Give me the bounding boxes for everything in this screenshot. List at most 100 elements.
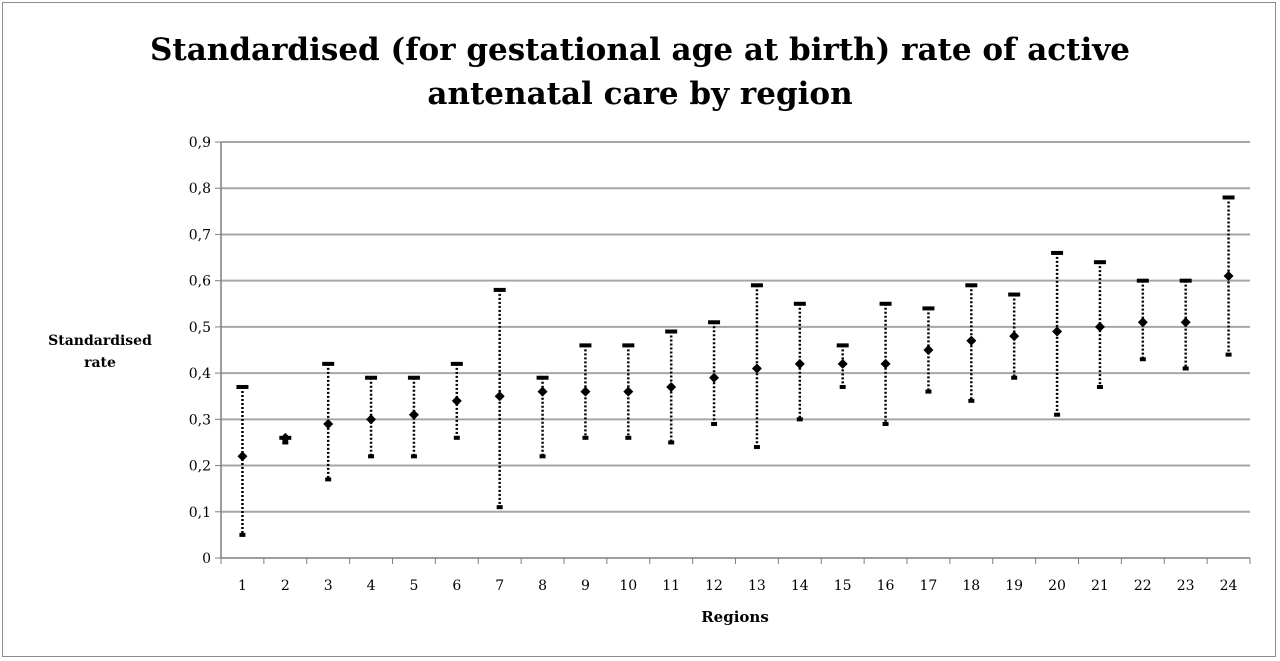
error-cap-upper xyxy=(1008,292,1021,297)
y-axis-label-line-2: rate xyxy=(84,355,116,371)
y-tick-labels: 0 0,1 0,2 0,3 0,4 0,5 0,6 0,7 0,8 0,9 xyxy=(189,135,211,567)
data-point xyxy=(237,451,248,462)
error-cap-lower xyxy=(325,477,332,482)
error-cap-lower xyxy=(410,454,417,459)
error-cap-lower xyxy=(1011,375,1018,380)
error-cap-upper xyxy=(322,361,335,366)
data-point xyxy=(494,391,505,402)
error-cap-upper xyxy=(536,375,549,380)
x-tick-label: 24 xyxy=(1220,578,1238,594)
y-tick-label: 0 xyxy=(202,551,211,567)
grid-layer xyxy=(221,141,1250,513)
x-tick-labels: 1 2 3 4 5 6 7 8 9 10 11 12 13 14 15 16 17 18 19 20 21 22 23 24 xyxy=(238,578,1238,594)
data-point xyxy=(537,386,548,397)
data-point xyxy=(751,363,762,374)
error-cap-upper xyxy=(407,375,420,380)
x-tick-label: 14 xyxy=(791,578,809,594)
error-cap-upper xyxy=(450,361,463,366)
error-cap-upper xyxy=(579,343,592,348)
data-point xyxy=(451,395,462,406)
x-tick-label: 9 xyxy=(581,578,590,594)
error-cap-lower xyxy=(239,532,246,537)
data-point xyxy=(580,386,591,397)
error-cap-upper xyxy=(1051,250,1064,255)
y-tick-label: 0,2 xyxy=(189,459,211,475)
data-point xyxy=(408,409,419,420)
x-tick-label: 22 xyxy=(1134,578,1152,594)
error-bars xyxy=(236,195,1235,537)
error-cap-lower xyxy=(1139,357,1146,362)
data-point xyxy=(966,335,977,346)
y-tick-label: 0,9 xyxy=(189,135,211,151)
data-point xyxy=(880,358,891,369)
error-cap-lower xyxy=(839,384,846,389)
error-cap-upper xyxy=(750,283,763,288)
chart-title-line-1: Standardised (for gestational age at bir… xyxy=(150,32,1130,68)
x-tick-label: 12 xyxy=(705,578,723,594)
data-point xyxy=(1180,317,1191,328)
error-cap-lower xyxy=(625,435,632,440)
chart-title-line-2: antenatal care by region xyxy=(427,76,853,112)
data-point xyxy=(366,414,377,425)
y-tick-label: 0,4 xyxy=(189,366,211,382)
error-cap-lower xyxy=(1225,352,1232,357)
error-cap-upper xyxy=(1093,260,1106,265)
x-tick-label: 18 xyxy=(962,578,980,594)
data-point xyxy=(666,381,677,392)
error-cap-lower xyxy=(796,417,803,422)
data-point xyxy=(1094,321,1105,332)
y-tick-label: 0,6 xyxy=(189,274,211,290)
error-cap-lower xyxy=(1182,366,1189,371)
x-tick-label: 21 xyxy=(1091,578,1109,594)
data-point xyxy=(923,345,934,355)
x-tick-label: 2 xyxy=(281,578,290,594)
data-point xyxy=(623,386,634,397)
error-cap-upper xyxy=(922,306,935,311)
data-point xyxy=(837,358,848,369)
error-cap-lower xyxy=(925,389,932,394)
y-tick-label: 0,7 xyxy=(189,227,211,243)
chart-title: Standardised (for gestational age at bir… xyxy=(0,28,1280,116)
y-tick-label: 0,3 xyxy=(189,412,211,428)
error-cap-upper xyxy=(708,320,721,325)
error-cap-upper xyxy=(793,301,806,306)
error-cap-upper xyxy=(622,343,635,348)
x-tick-label: 3 xyxy=(324,578,333,594)
x-tick-label: 17 xyxy=(920,578,938,594)
error-cap-lower xyxy=(882,421,889,426)
x-tick-label: 15 xyxy=(834,578,852,594)
x-axis-label: Regions xyxy=(701,608,769,626)
y-tick-label: 0,1 xyxy=(189,505,211,521)
x-tick-label: 13 xyxy=(748,578,766,594)
error-cap-lower xyxy=(668,440,675,445)
data-point xyxy=(280,432,291,443)
x-tick-label: 6 xyxy=(452,578,461,594)
error-cap-upper xyxy=(836,343,849,348)
error-cap-upper xyxy=(879,301,892,306)
x-tick-label: 1 xyxy=(238,578,247,594)
data-point xyxy=(1137,317,1148,328)
data-point xyxy=(1223,271,1234,282)
error-cap-upper xyxy=(236,384,249,389)
error-cap-upper xyxy=(1222,195,1235,200)
error-cap-lower xyxy=(1054,412,1061,417)
axis-layer xyxy=(215,141,1251,564)
error-cap-upper xyxy=(665,329,678,334)
x-tick-label: 23 xyxy=(1177,578,1195,594)
error-cap-lower xyxy=(711,421,718,426)
error-cap-upper xyxy=(365,375,378,380)
x-tick-label: 16 xyxy=(877,578,895,594)
error-cap-lower xyxy=(496,505,503,510)
data-point xyxy=(794,358,805,369)
error-cap-upper xyxy=(965,283,978,288)
x-tick-label: 20 xyxy=(1048,578,1066,594)
error-cap-lower xyxy=(968,398,975,403)
x-tick-label: 11 xyxy=(662,578,680,594)
data-points xyxy=(237,271,1234,462)
data-point xyxy=(323,418,334,429)
data-point xyxy=(709,372,720,383)
error-cap-upper xyxy=(1179,278,1192,283)
error-cap-upper xyxy=(493,287,506,292)
error-cap-lower xyxy=(539,454,546,459)
